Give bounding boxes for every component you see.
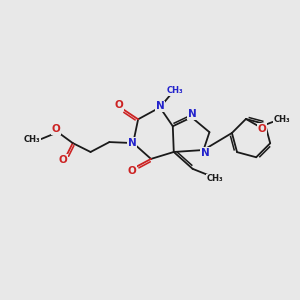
Text: CH₃: CH₃ <box>24 135 40 144</box>
Text: N: N <box>201 148 210 158</box>
Text: O: O <box>257 124 266 134</box>
Text: CH₃: CH₃ <box>167 86 183 95</box>
Text: CH₃: CH₃ <box>273 116 290 124</box>
Text: O: O <box>128 166 136 176</box>
Text: N: N <box>155 101 164 111</box>
Text: N: N <box>128 138 136 148</box>
Text: N: N <box>188 109 197 119</box>
Text: CH₃: CH₃ <box>207 174 224 183</box>
Text: O: O <box>52 124 60 134</box>
Text: O: O <box>115 100 124 110</box>
Text: O: O <box>58 155 67 165</box>
